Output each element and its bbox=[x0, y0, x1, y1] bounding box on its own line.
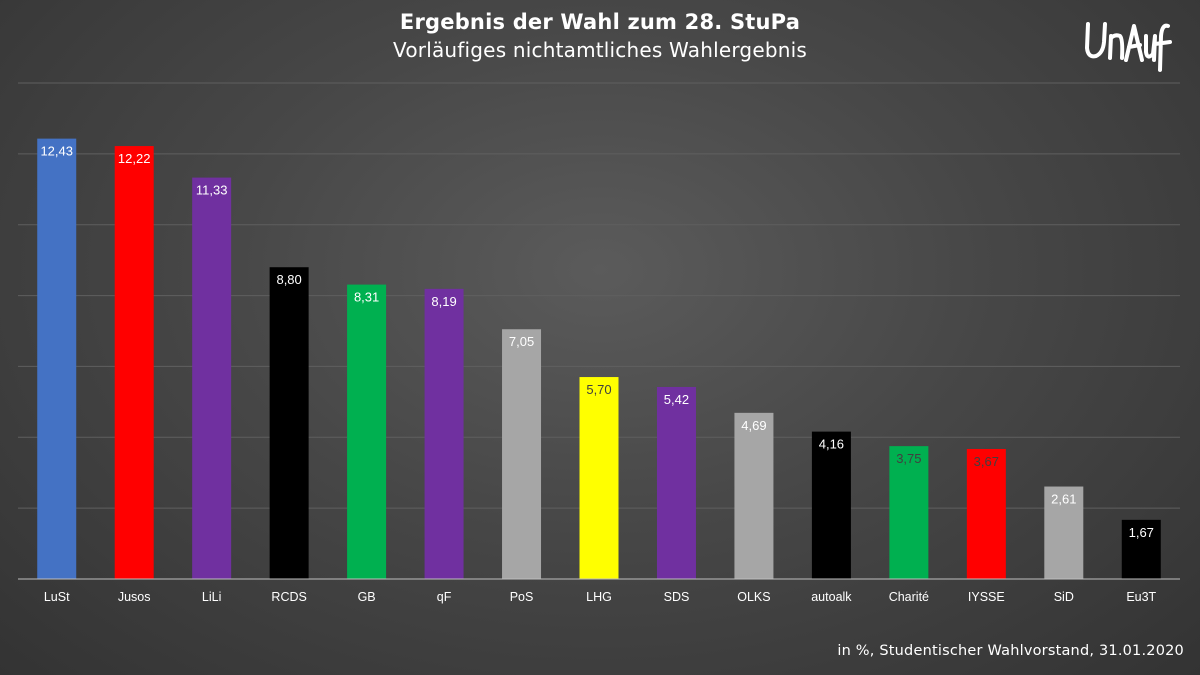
value-label: 5,70 bbox=[586, 382, 611, 397]
chart-subtitle: Vorläufiges nichtamtliches Wahlergebnis bbox=[393, 38, 807, 62]
value-label: 7,05 bbox=[509, 334, 534, 349]
value-label: 4,69 bbox=[741, 418, 766, 433]
category-label: LiLi bbox=[202, 590, 221, 604]
category-label: RCDS bbox=[271, 590, 306, 604]
category-label: IYSSE bbox=[968, 590, 1005, 604]
bar-sds bbox=[656, 386, 696, 579]
chart-title: Ergebnis der Wahl zum 28. StuPa bbox=[399, 10, 801, 34]
value-label: 3,75 bbox=[896, 451, 921, 466]
category-label: LHG bbox=[586, 590, 612, 604]
category-label: SDS bbox=[664, 590, 690, 604]
value-label: 3,67 bbox=[974, 454, 999, 469]
bar-lust bbox=[37, 138, 77, 579]
category-label: GB bbox=[358, 590, 376, 604]
value-labels: 12,43 12,22 11,33 8,80 8,31 8,19 7,05 5,70 5,42 4… bbox=[40, 144, 1153, 540]
value-label: 1,67 bbox=[1129, 525, 1154, 540]
bar-gb bbox=[347, 284, 387, 579]
value-label: 4,16 bbox=[819, 437, 844, 452]
bar-charit- bbox=[889, 446, 929, 579]
category-label: autoalk bbox=[811, 590, 852, 604]
bar-lhg bbox=[579, 377, 619, 579]
value-label: 12,43 bbox=[40, 144, 73, 159]
category-label: LuSt bbox=[44, 590, 70, 604]
category-label: qF bbox=[437, 590, 452, 604]
bar-sid bbox=[1044, 486, 1084, 579]
category-label: OLKS bbox=[737, 590, 770, 604]
value-label: 11,33 bbox=[196, 183, 228, 198]
bar-eu3t bbox=[1121, 519, 1161, 579]
bar-lili bbox=[192, 177, 232, 579]
unauf-logo bbox=[1082, 14, 1174, 72]
bars bbox=[37, 138, 1161, 579]
source-note: in %, Studentischer Wahlvorstand, 31.01.… bbox=[837, 643, 1184, 659]
category-label: Jusos bbox=[118, 590, 151, 604]
category-label: Eu3T bbox=[1126, 590, 1156, 604]
bar-autoalk bbox=[811, 431, 851, 579]
category-label: PoS bbox=[510, 590, 534, 604]
value-label: 8,19 bbox=[431, 294, 456, 309]
value-label: 8,31 bbox=[354, 290, 379, 305]
value-label: 12,22 bbox=[118, 151, 151, 166]
bar-pos bbox=[502, 329, 542, 579]
bar-jusos bbox=[114, 146, 154, 579]
category-labels: LuSt Jusos LiLi RCDS GB qF PoS LHG SDS OLKS autoal… bbox=[44, 590, 1157, 604]
category-label: SiD bbox=[1054, 590, 1074, 604]
category-label: Charité bbox=[889, 590, 929, 604]
bar-olks bbox=[734, 412, 774, 579]
value-label: 5,42 bbox=[664, 392, 689, 407]
value-label: 8,80 bbox=[276, 272, 301, 287]
bar-qf bbox=[424, 288, 464, 579]
bar-rcds bbox=[269, 267, 309, 579]
value-label: 2,61 bbox=[1051, 492, 1076, 507]
bar-iysse bbox=[966, 448, 1006, 579]
